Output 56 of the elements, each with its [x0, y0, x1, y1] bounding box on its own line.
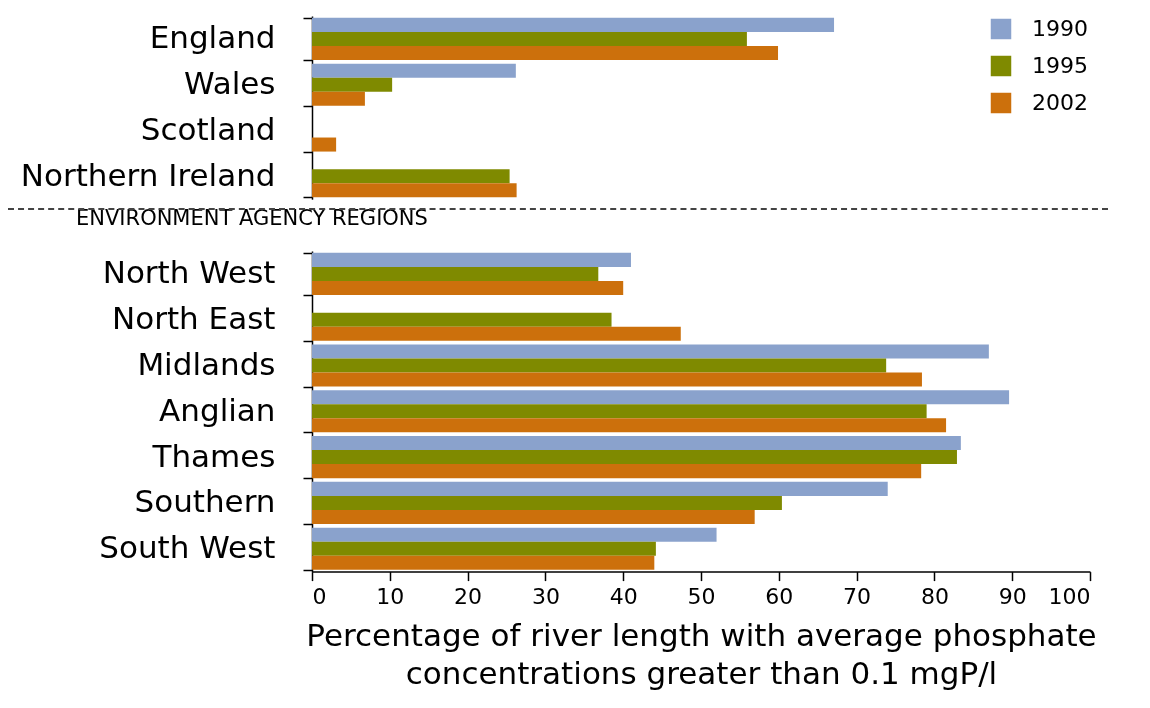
bar [312, 358, 887, 373]
bar [312, 464, 922, 479]
bar [312, 404, 927, 419]
bar [312, 436, 961, 451]
bar [312, 91, 365, 106]
y-tick-label: England [149, 19, 276, 56]
bar [312, 280, 624, 295]
y-tick-label: Northern Ireland [20, 156, 276, 193]
bar [312, 418, 947, 433]
y-tick-label: Scotland [140, 111, 276, 147]
bar [312, 266, 599, 281]
bar [312, 481, 888, 496]
bar [312, 326, 681, 341]
bar [312, 45, 779, 60]
y-tick-label: North East [112, 300, 276, 337]
x-tick-label: 70 [843, 584, 872, 610]
y-tick-label: South West [99, 529, 276, 566]
x-tick-label: 90 [998, 584, 1027, 610]
x-tick-label: 30 [531, 584, 560, 610]
x-tick-label: 100 [1048, 584, 1091, 610]
bar [312, 372, 922, 387]
bar [312, 31, 747, 46]
bar [312, 527, 717, 542]
bar [312, 541, 656, 556]
bar [312, 183, 517, 198]
x-tick-label: 40 [609, 584, 638, 610]
legend-label: 2002 [1032, 90, 1088, 115]
bar [312, 137, 337, 152]
y-tick-label: Midlands [137, 346, 276, 382]
bar [312, 495, 782, 510]
bar [312, 344, 989, 359]
bar [312, 450, 957, 465]
y-tick-label: Anglian [159, 391, 276, 428]
bar [312, 509, 755, 524]
x-axis-title: Percentage of river length with average phosphate concentrations greater than 0.1 mgP/l [306, 617, 1097, 692]
x-tick-label: 50 [687, 584, 716, 610]
x-tick-label: 0 [312, 584, 327, 610]
y-tick-label: North West [102, 254, 276, 291]
bar [312, 63, 516, 78]
legend-label: 1990 [1032, 16, 1088, 41]
bar [312, 169, 510, 184]
chart-title: ENVIRONMENT AGENCY REGIONS [76, 206, 428, 230]
legend-label: 1995 [1032, 53, 1088, 78]
y-tick-label: Wales [183, 65, 276, 102]
x-tick-label: 20 [454, 584, 483, 610]
x-tick-label: 60 [765, 584, 794, 610]
y-tick-label: Thames [151, 437, 276, 474]
x-tick-label: 10 [376, 584, 405, 610]
x-tick-label: 80 [920, 584, 949, 610]
bar [312, 252, 631, 267]
bar [312, 77, 393, 92]
bar [312, 555, 655, 570]
y-tick-label: Southern [134, 483, 276, 520]
bar [312, 17, 835, 32]
bar [312, 312, 612, 327]
bar [312, 390, 1010, 405]
